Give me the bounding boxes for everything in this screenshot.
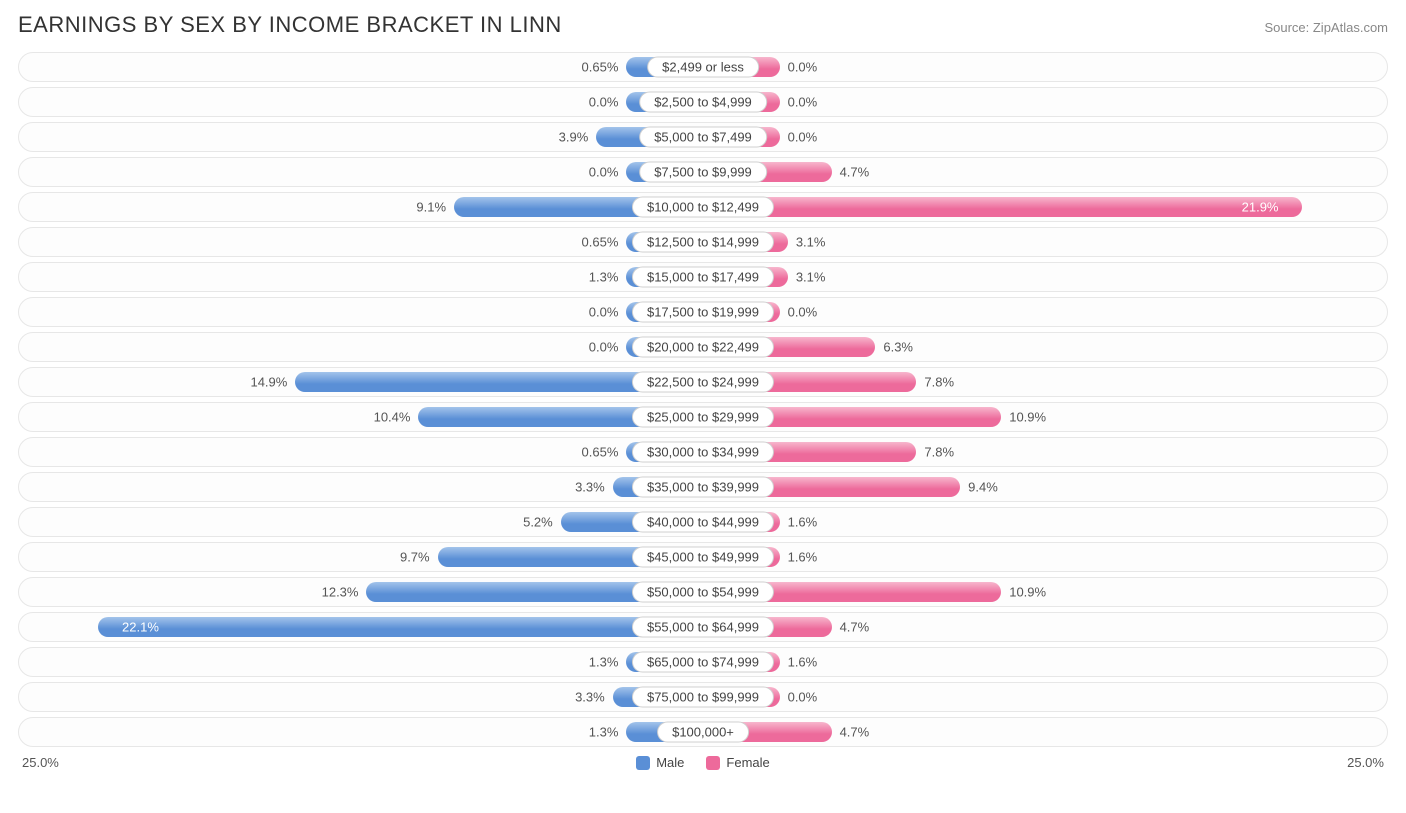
- bracket-label: $45,000 to $49,999: [632, 547, 774, 568]
- male-value-label: 0.65%: [582, 235, 627, 250]
- male-value-label: 1.3%: [589, 655, 627, 670]
- diverging-bar-chart: 0.65% 0.0% $2,499 or less 0.0% 0.0% $2,500 to…: [18, 52, 1388, 747]
- male-value-label: 12.3%: [322, 585, 367, 600]
- chart-header: EARNINGS BY SEX BY INCOME BRACKET IN LIN…: [18, 12, 1388, 38]
- female-value-label: 0.0%: [780, 305, 818, 320]
- chart-row: 5.2% 1.6% $40,000 to $44,999: [18, 507, 1388, 537]
- chart-row: 9.1% 21.9% $10,000 to $12,499: [18, 192, 1388, 222]
- male-value-label: 9.7%: [400, 550, 438, 565]
- male-value-label: 14.9%: [250, 375, 295, 390]
- female-value-label: 0.0%: [780, 60, 818, 75]
- chart-row: 3.9% 0.0% $5,000 to $7,499: [18, 122, 1388, 152]
- bracket-label: $20,000 to $22,499: [632, 337, 774, 358]
- chart-title: EARNINGS BY SEX BY INCOME BRACKET IN LIN…: [18, 12, 562, 38]
- bracket-label: $22,500 to $24,999: [632, 372, 774, 393]
- female-value-label: 0.0%: [780, 690, 818, 705]
- female-value-label: 7.8%: [916, 445, 954, 460]
- chart-row: 3.3% 0.0% $75,000 to $99,999: [18, 682, 1388, 712]
- bracket-label: $25,000 to $29,999: [632, 407, 774, 428]
- female-value-label: 0.0%: [780, 130, 818, 145]
- bracket-label: $75,000 to $99,999: [632, 687, 774, 708]
- bracket-label: $55,000 to $64,999: [632, 617, 774, 638]
- female-value-label: 3.1%: [788, 270, 826, 285]
- bracket-label: $50,000 to $54,999: [632, 582, 774, 603]
- male-value-label: 22.1%: [112, 620, 159, 635]
- female-value-label: 0.0%: [780, 95, 818, 110]
- female-value-label: 4.7%: [832, 165, 870, 180]
- chart-row: 3.3% 9.4% $35,000 to $39,999: [18, 472, 1388, 502]
- chart-row: 14.9% 7.8% $22,500 to $24,999: [18, 367, 1388, 397]
- chart-row: 22.1% 4.7% $55,000 to $64,999: [18, 612, 1388, 642]
- bracket-label: $15,000 to $17,499: [632, 267, 774, 288]
- female-value-label: 21.9%: [1242, 200, 1289, 215]
- chart-row: 1.3% 4.7% $100,000+: [18, 717, 1388, 747]
- chart-source: Source: ZipAtlas.com: [1264, 20, 1388, 35]
- chart-row: 0.65% 7.8% $30,000 to $34,999: [18, 437, 1388, 467]
- chart-row: 1.3% 3.1% $15,000 to $17,499: [18, 262, 1388, 292]
- female-value-label: 4.7%: [832, 620, 870, 635]
- chart-row: 9.7% 1.6% $45,000 to $49,999: [18, 542, 1388, 572]
- chart-row: 0.0% 4.7% $7,500 to $9,999: [18, 157, 1388, 187]
- chart-row: 12.3% 10.9% $50,000 to $54,999: [18, 577, 1388, 607]
- legend-male-label: Male: [656, 755, 684, 770]
- chart-row: 0.65% 3.1% $12,500 to $14,999: [18, 227, 1388, 257]
- legend-male: Male: [636, 755, 684, 770]
- bracket-label: $35,000 to $39,999: [632, 477, 774, 498]
- chart-row: 0.65% 0.0% $2,499 or less: [18, 52, 1388, 82]
- male-value-label: 3.3%: [575, 480, 613, 495]
- chart-row: 0.0% 0.0% $17,500 to $19,999: [18, 297, 1388, 327]
- male-value-label: 1.3%: [589, 270, 627, 285]
- male-value-label: 3.9%: [559, 130, 597, 145]
- male-value-label: 0.0%: [589, 305, 627, 320]
- male-value-label: 0.0%: [589, 340, 627, 355]
- male-value-label: 10.4%: [374, 410, 419, 425]
- chart-footer: 25.0% Male Female 25.0%: [18, 755, 1388, 770]
- male-bar: [98, 617, 703, 637]
- bracket-label: $5,000 to $7,499: [639, 127, 767, 148]
- axis-right-max: 25.0%: [1347, 755, 1384, 770]
- male-value-label: 9.1%: [416, 200, 454, 215]
- bracket-label: $100,000+: [657, 722, 749, 743]
- bracket-label: $17,500 to $19,999: [632, 302, 774, 323]
- female-value-label: 10.9%: [1001, 410, 1046, 425]
- legend-female-label: Female: [726, 755, 769, 770]
- chart-row: 1.3% 1.6% $65,000 to $74,999: [18, 647, 1388, 677]
- male-value-label: 0.0%: [589, 95, 627, 110]
- chart-row: 10.4% 10.9% $25,000 to $29,999: [18, 402, 1388, 432]
- female-value-label: 3.1%: [788, 235, 826, 250]
- male-value-label: 0.0%: [589, 165, 627, 180]
- bracket-label: $30,000 to $34,999: [632, 442, 774, 463]
- male-value-label: 3.3%: [575, 690, 613, 705]
- female-bar: [703, 197, 1302, 217]
- bracket-label: $2,499 or less: [647, 57, 759, 78]
- male-value-label: 1.3%: [589, 725, 627, 740]
- bracket-label: $7,500 to $9,999: [639, 162, 767, 183]
- bracket-label: $65,000 to $74,999: [632, 652, 774, 673]
- female-value-label: 10.9%: [1001, 585, 1046, 600]
- legend-female-swatch: [706, 756, 720, 770]
- bracket-label: $40,000 to $44,999: [632, 512, 774, 533]
- legend: Male Female: [636, 755, 770, 770]
- male-value-label: 0.65%: [582, 60, 627, 75]
- female-value-label: 1.6%: [780, 655, 818, 670]
- female-value-label: 1.6%: [780, 550, 818, 565]
- bracket-label: $12,500 to $14,999: [632, 232, 774, 253]
- bracket-label: $10,000 to $12,499: [632, 197, 774, 218]
- bracket-label: $2,500 to $4,999: [639, 92, 767, 113]
- male-value-label: 5.2%: [523, 515, 561, 530]
- female-value-label: 6.3%: [875, 340, 913, 355]
- chart-row: 0.0% 6.3% $20,000 to $22,499: [18, 332, 1388, 362]
- female-value-label: 9.4%: [960, 480, 998, 495]
- legend-female: Female: [706, 755, 769, 770]
- chart-row: 0.0% 0.0% $2,500 to $4,999: [18, 87, 1388, 117]
- female-value-label: 1.6%: [780, 515, 818, 530]
- axis-left-max: 25.0%: [22, 755, 59, 770]
- legend-male-swatch: [636, 756, 650, 770]
- male-value-label: 0.65%: [582, 445, 627, 460]
- female-value-label: 4.7%: [832, 725, 870, 740]
- female-value-label: 7.8%: [916, 375, 954, 390]
